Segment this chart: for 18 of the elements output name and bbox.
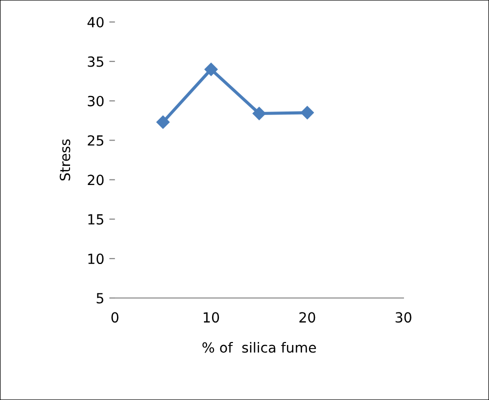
x-tick-label: 10	[204, 312, 219, 323]
y-tick-label: 35	[88, 56, 104, 67]
y-tick-label: 40	[88, 16, 104, 28]
y-tick-label: 5	[96, 293, 104, 304]
point	[204, 62, 218, 76]
y-tick-label: 30	[88, 96, 104, 106]
x-axis-title: % of silica fume	[202, 342, 316, 353]
y-tick-label: 15	[88, 214, 104, 225]
point	[252, 106, 266, 120]
y-tick-label: 20	[88, 174, 104, 186]
y-axis-title: Stress	[60, 139, 70, 180]
x-tick-label: 30	[396, 312, 412, 323]
x-tick-label: 0	[111, 312, 118, 323]
x-tick-label: 20	[299, 312, 316, 323]
y-tick-label: 25	[88, 135, 104, 146]
y-tick-label: 10	[88, 254, 104, 264]
point	[156, 116, 170, 129]
point	[300, 106, 314, 120]
